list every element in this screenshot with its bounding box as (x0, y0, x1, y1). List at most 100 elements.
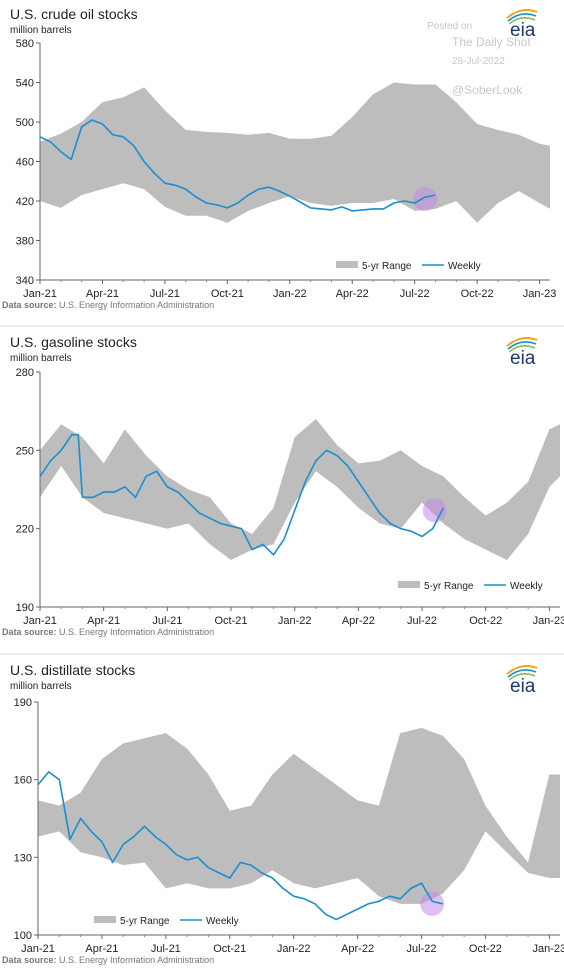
chart-title: U.S. crude oil stocks (10, 6, 138, 22)
watermark-date: 28-Jul-2022 (452, 56, 505, 67)
y-tick-label: 580 (16, 38, 34, 50)
y-tick-label: 280 (16, 367, 34, 379)
data-source-note: Data source: U.S. Energy Information Adm… (2, 300, 214, 310)
y-tick-label: 190 (16, 602, 34, 614)
x-tick-label: Jan-21 (23, 288, 57, 300)
latest-value-highlight (422, 498, 447, 523)
y-tick-label: 380 (16, 236, 34, 248)
chart-title: U.S. distillate stocks (10, 662, 135, 678)
y-tick-label: 100 (14, 930, 32, 942)
eia-logo-arc-blue (507, 13, 537, 22)
five-year-range-area (38, 727, 560, 904)
chart-panel-3: U.S. distillate stocks million barrels eia… (2, 662, 564, 965)
y-tick-label: 420 (16, 196, 34, 208)
data-source-value: U.S. Energy Information Administration (59, 627, 214, 637)
latest-value-highlight (413, 187, 438, 212)
data-source-label: Data source: (2, 300, 59, 310)
x-tick-label: Apr-22 (336, 288, 369, 300)
y-tick-label: 160 (14, 775, 32, 787)
x-tick-label: Oct-22 (469, 615, 502, 627)
x-tick-label: Jul-22 (407, 943, 437, 955)
watermark-site: The Daily Shot (452, 35, 531, 49)
legend-range-swatch (398, 581, 420, 588)
watermark: Posted on The Daily Shot 28-Jul-2022 @Sober… (427, 21, 531, 97)
eia-logo-arc-orange (506, 337, 538, 347)
legend-weekly-label: Weekly (510, 581, 543, 592)
legend-range-label: 5-yr Range (424, 581, 474, 592)
chart-panel-1: U.S. crude oil stocks million barrels eia 3… (2, 6, 556, 310)
data-source-label: Data source: (2, 955, 59, 965)
x-tick-label: Jan-23 (533, 615, 564, 627)
weekly-series-line (37, 771, 443, 921)
x-tick-label: Jul-21 (152, 615, 182, 627)
legend-range-label: 5-yr Range (120, 916, 170, 927)
five-year-range-area (40, 419, 560, 560)
eia-logo-arc-green (508, 673, 536, 681)
data-source-value: U.S. Energy Information Administration (59, 955, 214, 965)
x-tick-label: Oct-21 (211, 288, 244, 300)
x-tick-label: Apr-22 (341, 943, 374, 955)
chart-unit-label: million barrels (10, 25, 72, 36)
data-source-label: Data source: (2, 627, 59, 637)
eia-logo: eia (506, 9, 538, 41)
weekly-series-line (39, 119, 436, 212)
x-tick-label: Oct-22 (469, 943, 502, 955)
x-tick-label: Jul-22 (407, 615, 437, 627)
eia-logo-arc-blue (507, 341, 537, 350)
chart-title: U.S. gasoline stocks (10, 334, 137, 350)
x-tick-label: Jan-23 (533, 943, 564, 955)
x-tick-label: Jan-21 (21, 943, 55, 955)
data-source-note: Data source: U.S. Energy Information Adm… (2, 955, 214, 965)
x-tick-label: Jul-21 (151, 943, 181, 955)
watermark-handle: @SoberLook (452, 83, 523, 97)
chart-legend: 5-yr Range Weekly (398, 581, 543, 592)
x-tick-label: Apr-21 (87, 615, 120, 627)
eia-logo: eia (506, 665, 538, 697)
eia-logo-arc-blue (507, 669, 537, 678)
chart-legend: 5-yr Range Weekly (94, 916, 239, 927)
eia-logo-text: eia (510, 20, 536, 41)
eia-logo-arc-orange (506, 9, 538, 19)
legend-weekly-label: Weekly (206, 916, 239, 927)
eia-logo: eia (506, 337, 538, 369)
chart-unit-label: million barrels (10, 353, 72, 364)
chart-panel-2: U.S. gasoline stocks million barrels eia 19… (2, 334, 564, 637)
y-tick-label: 340 (16, 275, 34, 287)
legend-weekly-label: Weekly (448, 261, 481, 272)
x-tick-label: Oct-21 (215, 615, 248, 627)
y-tick-label: 540 (16, 78, 34, 90)
data-source-value: U.S. Energy Information Administration (59, 300, 214, 310)
eia-logo-arc-orange (506, 665, 538, 675)
x-tick-label: Jul-22 (400, 288, 430, 300)
latest-value-highlight (420, 891, 445, 916)
data-source-note: Data source: U.S. Energy Information Adm… (2, 627, 214, 637)
x-tick-label: Jan-23 (523, 288, 557, 300)
x-tick-label: Oct-21 (213, 943, 246, 955)
eia-logo-text: eia (510, 676, 536, 697)
y-tick-label: 500 (16, 117, 34, 129)
x-tick-label: Apr-22 (342, 615, 375, 627)
x-tick-label: Jan-21 (23, 615, 57, 627)
y-tick-label: 130 (14, 852, 32, 864)
x-tick-label: Jan-22 (277, 943, 311, 955)
legend-range-swatch (336, 261, 358, 268)
x-tick-label: Apr-21 (85, 943, 118, 955)
legend-range-label: 5-yr Range (362, 261, 412, 272)
y-tick-label: 250 (16, 445, 34, 457)
x-tick-label: Oct-22 (461, 288, 494, 300)
y-tick-label: 460 (16, 157, 34, 169)
y-tick-label: 220 (16, 524, 34, 536)
x-tick-label: Jan-22 (273, 288, 307, 300)
y-tick-label: 190 (14, 697, 32, 709)
eia-logo-text: eia (510, 348, 536, 369)
chart-legend: 5-yr Range Weekly (336, 261, 481, 272)
watermark-posted-on: Posted on (427, 21, 472, 32)
chart-unit-label: million barrels (10, 681, 72, 692)
legend-range-swatch (94, 916, 116, 923)
x-tick-label: Jan-22 (278, 615, 312, 627)
weekly-series-line (39, 433, 445, 556)
x-tick-label: Apr-21 (86, 288, 119, 300)
five-year-range-area (40, 82, 550, 223)
eia-logo-arc-green (508, 345, 536, 353)
